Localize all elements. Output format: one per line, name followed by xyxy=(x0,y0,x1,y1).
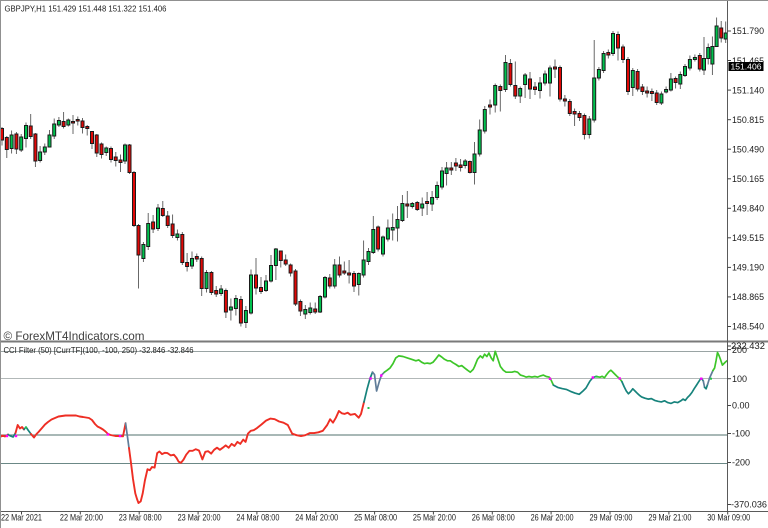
svg-text:23 Mar 20:00: 23 Mar 20:00 xyxy=(178,513,221,523)
svg-text:22 Mar 20:00: 22 Mar 20:00 xyxy=(60,513,103,523)
svg-text:25 Mar 20:00: 25 Mar 20:00 xyxy=(413,513,456,523)
svg-text:151.406: 151.406 xyxy=(731,63,762,72)
svg-text:0.00: 0.00 xyxy=(732,401,750,411)
svg-text:25 Mar 08:00: 25 Mar 08:00 xyxy=(354,513,397,523)
svg-text:CCI Filter (50) [CurrTF](100,: CCI Filter (50) [CurrTF](100, -100, 250)… xyxy=(4,345,194,355)
svg-text:22 Mar 2021: 22 Mar 2021 xyxy=(1,513,42,523)
svg-text:29 Mar 21:00: 29 Mar 21:00 xyxy=(648,513,691,523)
svg-text:-100: -100 xyxy=(732,429,750,439)
svg-text:-370.036: -370.036 xyxy=(731,500,767,510)
svg-text:148.540: 148.540 xyxy=(732,322,764,332)
svg-text:24 Mar 20:00: 24 Mar 20:00 xyxy=(295,513,338,523)
svg-text:23 Mar 08:00: 23 Mar 08:00 xyxy=(119,513,162,523)
svg-text:29 Mar 09:00: 29 Mar 09:00 xyxy=(590,513,633,523)
svg-text:26 Mar 20:00: 26 Mar 20:00 xyxy=(531,513,574,523)
svg-text:232.432: 232.432 xyxy=(731,341,765,351)
svg-text:GBPJPY,H1 151.429 151.448 151: GBPJPY,H1 151.429 151.448 151.322 151.40… xyxy=(5,4,167,14)
svg-text:151.790: 151.790 xyxy=(732,26,764,36)
svg-text:24 Mar 08:00: 24 Mar 08:00 xyxy=(236,513,279,523)
svg-text:149.840: 149.840 xyxy=(732,204,764,214)
svg-text:148.865: 148.865 xyxy=(732,292,764,302)
svg-text:26 Mar 08:00: 26 Mar 08:00 xyxy=(472,513,515,523)
svg-text:151.465: 151.465 xyxy=(732,56,764,66)
svg-text:30 Mar 09:00: 30 Mar 09:00 xyxy=(707,513,750,523)
svg-text:150.815: 150.815 xyxy=(732,115,764,125)
svg-text:149.515: 149.515 xyxy=(732,233,764,243)
svg-text:150.490: 150.490 xyxy=(732,144,764,154)
svg-text:150.165: 150.165 xyxy=(732,174,764,184)
svg-text:151.140: 151.140 xyxy=(732,85,764,95)
svg-text:100: 100 xyxy=(732,374,747,384)
svg-text:200: 200 xyxy=(732,345,747,355)
svg-text:149.190: 149.190 xyxy=(732,263,764,273)
svg-text:© ForexMT4Indicators.com: © ForexMT4Indicators.com xyxy=(4,329,145,343)
svg-text:-200: -200 xyxy=(732,458,750,468)
